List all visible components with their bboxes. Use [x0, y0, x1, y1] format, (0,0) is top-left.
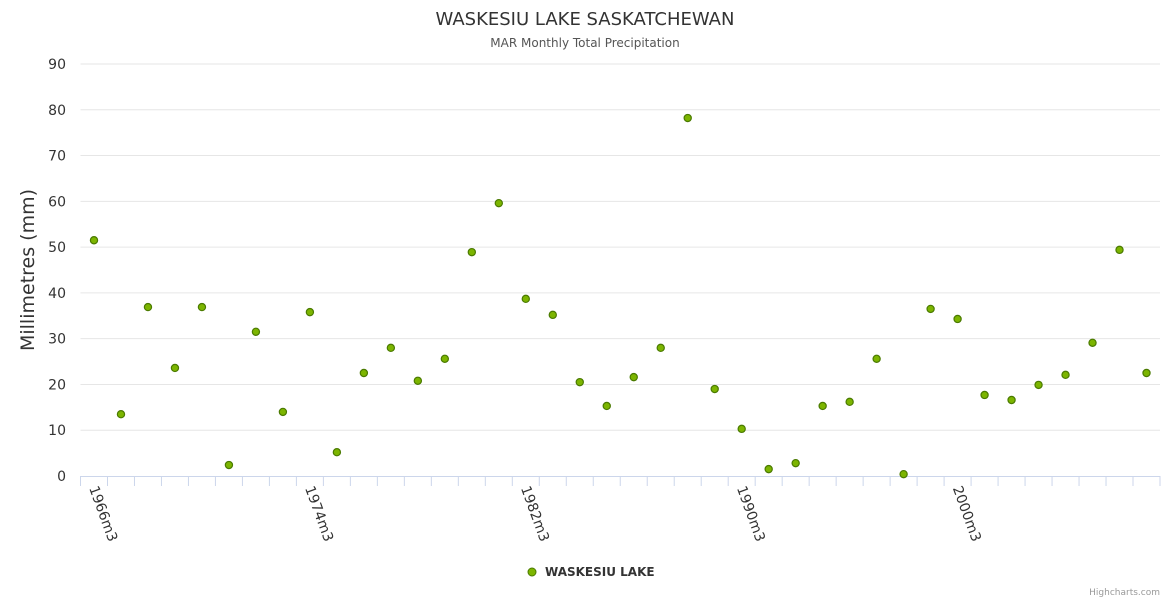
data-point[interactable] — [764, 464, 773, 474]
data-point[interactable] — [170, 363, 180, 373]
y-tick-label: 70 — [48, 149, 66, 165]
data-point[interactable] — [116, 410, 126, 419]
y-tick-label: 40 — [48, 286, 66, 302]
data-point[interactable] — [953, 314, 962, 324]
data-point[interactable] — [656, 343, 665, 353]
data-point[interactable] — [89, 236, 99, 245]
data-point[interactable] — [629, 372, 638, 382]
data-point[interactable] — [224, 460, 234, 470]
data-point[interactable] — [278, 407, 288, 417]
data-point[interactable] — [548, 310, 557, 320]
y-tick-label: 20 — [48, 377, 66, 393]
y-tick-label: 50 — [48, 240, 66, 256]
data-point[interactable] — [521, 294, 530, 304]
y-tick-label: 60 — [48, 194, 66, 210]
data-point[interactable] — [251, 327, 261, 336]
data-point[interactable] — [602, 401, 611, 411]
credits[interactable]: Highcharts.com — [1089, 588, 1160, 598]
data-point[interactable] — [872, 354, 881, 364]
data-point[interactable] — [494, 198, 504, 208]
data-point[interactable] — [467, 247, 477, 257]
x-tick-label: 1974m3 — [301, 484, 336, 544]
data-point[interactable] — [980, 390, 989, 400]
x-tick-label: 1990m3 — [733, 484, 768, 544]
data-point[interactable] — [440, 354, 450, 364]
data-point[interactable] — [1034, 380, 1043, 390]
data-point[interactable] — [413, 376, 423, 385]
data-point[interactable] — [1142, 368, 1151, 378]
y-tick-label: 80 — [48, 103, 66, 119]
legend-marker — [527, 567, 537, 577]
legend[interactable]: WASKESIU LAKE — [527, 565, 655, 579]
y-tick-label: 90 — [48, 57, 66, 73]
data-point[interactable] — [737, 424, 746, 434]
data-point[interactable] — [1088, 338, 1097, 347]
y-tick-label: 10 — [48, 423, 66, 439]
data-point[interactable] — [359, 368, 369, 378]
data-point[interactable] — [143, 302, 153, 312]
x-tick-label: 1966m3 — [85, 484, 120, 544]
data-point[interactable] — [386, 343, 396, 353]
y-axis-title: Millimetres (mm) — [17, 189, 39, 351]
chart-subtitle: MAR Monthly Total Precipitation — [490, 36, 679, 50]
data-point[interactable] — [791, 458, 800, 468]
data-point[interactable] — [683, 113, 692, 123]
data-point[interactable] — [575, 377, 584, 387]
data-point[interactable] — [818, 401, 827, 411]
x-tick-label: 2000m3 — [949, 484, 984, 544]
data-point[interactable] — [899, 469, 908, 479]
data-point[interactable] — [710, 384, 719, 394]
data-point[interactable] — [926, 304, 935, 314]
y-tick-label: 30 — [48, 332, 66, 348]
data-point[interactable] — [197, 302, 207, 312]
legend-label[interactable]: WASKESIU LAKE — [545, 565, 655, 579]
data-point[interactable] — [1007, 395, 1016, 405]
x-tick-label: 1982m3 — [517, 484, 552, 544]
chart-title: WASKESIU LAKE SASKATCHEWAN — [436, 9, 735, 30]
data-point[interactable] — [1115, 245, 1124, 255]
data-point[interactable] — [1061, 370, 1070, 380]
data-point[interactable] — [332, 447, 342, 457]
data-point[interactable] — [305, 307, 315, 317]
y-tick-label: 0 — [57, 469, 66, 485]
data-point[interactable] — [845, 397, 854, 407]
